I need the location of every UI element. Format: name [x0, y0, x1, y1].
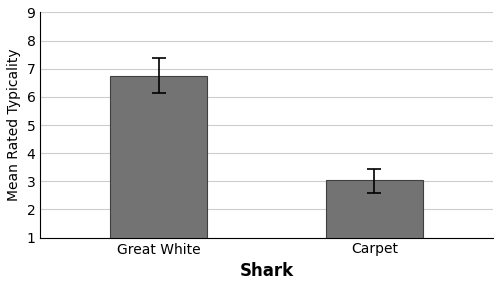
X-axis label: Shark: Shark	[240, 262, 294, 280]
Bar	[110, 76, 208, 238]
Y-axis label: Mean Rated Typicality: Mean Rated Typicality	[7, 49, 21, 201]
Bar	[326, 180, 423, 238]
